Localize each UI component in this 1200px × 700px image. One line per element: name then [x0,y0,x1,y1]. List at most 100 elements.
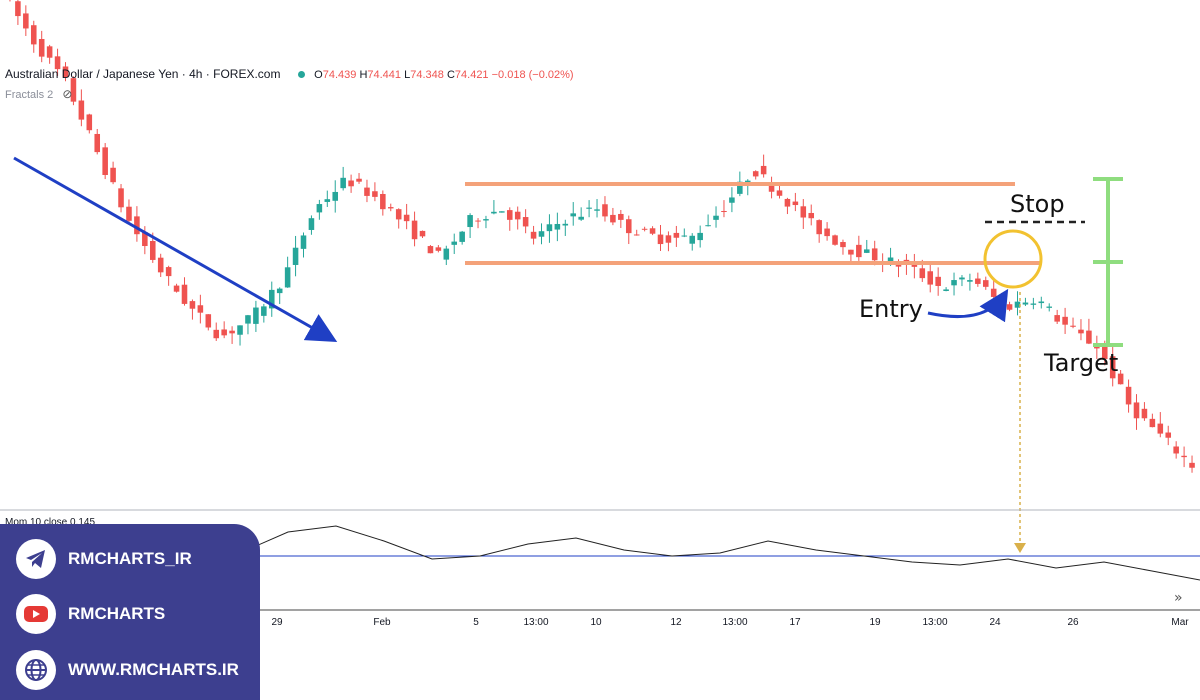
candle-body [475,220,481,222]
candle-body [982,280,989,287]
candle-body [1094,345,1100,349]
candle-body [1030,303,1037,305]
candle-body [975,278,981,284]
candle-body [165,267,172,277]
candle-body [23,13,29,29]
candle-body [832,235,838,245]
chart-header: Australian Dollar / Japanese Yen · 4h · … [5,67,574,81]
candle-body [451,241,458,245]
candle-body [300,235,307,249]
candle-body [522,217,529,227]
branding-panel: RMCHARTS_IR RMCHARTS WWW.RMCHARTS.IR [0,524,260,700]
candle-body [54,56,61,70]
x-tick-label: 5 [473,617,479,628]
candle-body [887,257,894,263]
collapse-chevron-icon[interactable]: » [1174,590,1183,606]
candle-body [86,114,93,131]
candle-body [491,211,497,214]
candle-body [689,235,696,244]
candle-body [284,267,291,288]
candle-body [292,247,299,265]
candle-body [514,211,521,220]
ohlc-values: O74.439 H74.441 L74.348 C74.421 −0.018 (… [314,69,574,81]
candle-body [340,177,346,189]
indicator-legend: Fractals 2 ⊘ [5,87,72,101]
candle-body [316,204,323,213]
candle-body [625,219,632,234]
candle-body [1125,386,1132,405]
globe-icon [25,659,47,681]
candle-body [871,248,878,261]
candle-body [1046,306,1053,308]
candle-body [943,289,949,292]
candle-body [729,197,735,203]
candle-body [530,231,537,239]
candle-body [681,235,688,237]
candle-body [554,223,561,230]
symbol-title: Australian Dollar / Japanese Yen · 4h · … [5,67,281,81]
candle-body [610,214,616,223]
candle-body [467,215,473,228]
candle-body [768,182,775,192]
candle-body [1022,302,1029,305]
candle-body [816,220,822,235]
candle-body [824,228,830,237]
candle-body [1117,373,1124,385]
indicator-name: Fractals 2 [5,89,54,101]
candle-body [387,207,394,209]
candle-body [30,25,37,45]
candle-body [372,191,378,197]
candle-body [1189,462,1195,468]
candle-body [721,211,727,213]
candle-body [665,235,672,243]
youtube-row[interactable]: RMCHARTS [16,594,165,634]
candle-body [483,219,489,221]
candle-body [1165,432,1172,438]
candle-body [1086,330,1092,344]
candle-body [1062,316,1068,325]
candle-body [308,218,315,230]
x-tick-label: 17 [789,617,801,628]
candle-body [197,305,204,313]
candle-body [173,285,180,292]
candle-body [62,66,69,78]
candle-body [189,301,196,309]
candle-body [570,213,577,217]
candle-body [443,248,450,260]
telegram-row[interactable]: RMCHARTS_IR [16,539,192,579]
candle-body [395,209,402,220]
candle-body [332,191,339,201]
eye-hidden-icon[interactable]: ⊘ [62,87,73,101]
entry-arrow [927,288,1009,323]
candle-body [403,214,410,222]
candle-body [213,329,220,339]
candle-body [967,280,973,282]
candle-body [863,249,870,253]
candle-body [356,178,362,182]
candle-body [46,46,53,58]
candle-body [1070,325,1076,327]
candle-body [657,234,664,245]
candle-body [142,232,148,247]
candle-body [78,100,85,120]
website-url: WWW.RMCHARTS.IR [68,660,239,679]
candle-body [118,188,124,208]
stop-label: Stop [1010,190,1065,218]
candle-body [776,190,783,196]
candle-body [459,231,465,242]
x-tick-label: Feb [373,617,391,628]
candle-body [70,78,77,102]
target-range-marker [1093,177,1123,347]
website-row[interactable]: WWW.RMCHARTS.IR [16,650,239,690]
candle-body [1181,455,1187,458]
target-label: Target [1044,349,1119,377]
candle-body [276,288,283,294]
candle-body [578,216,584,220]
candle-body [221,329,227,336]
candle-body [1078,329,1084,334]
candle-body [506,210,513,220]
candle-body [1006,304,1013,310]
candle-body [546,224,553,232]
telegram-handle: RMCHARTS_IR [68,549,192,568]
x-tick-label: 12 [670,617,682,628]
